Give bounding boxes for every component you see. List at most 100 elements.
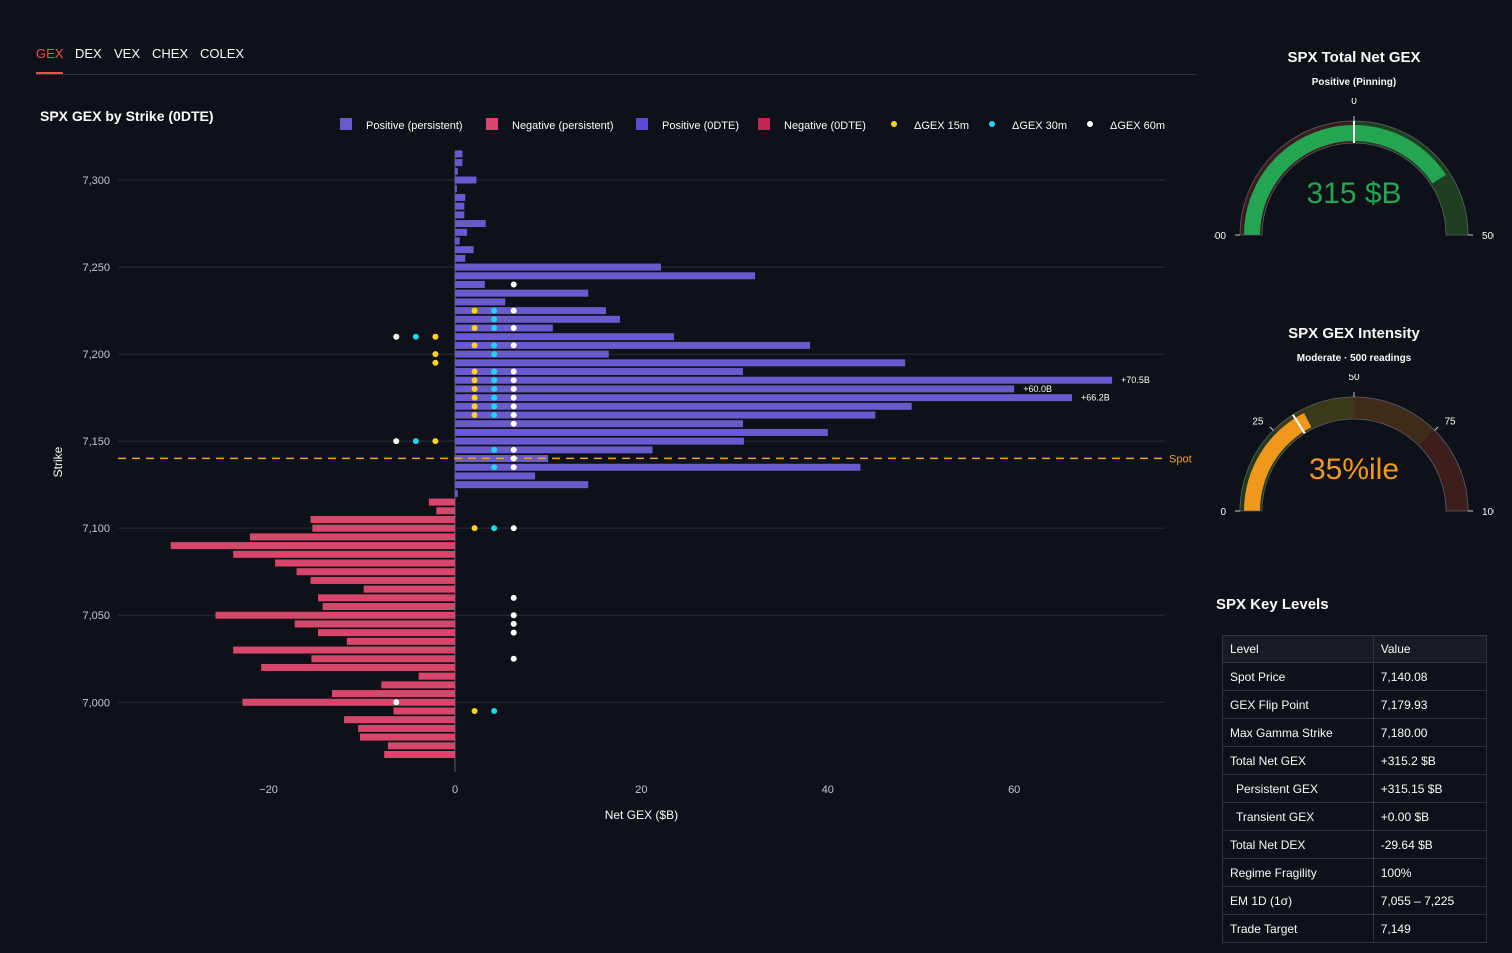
- level-value-cell: 7,179.93: [1372, 690, 1488, 719]
- delta-marker-60m: [393, 438, 400, 445]
- level-value-cell: 100%: [1372, 858, 1488, 887]
- delta-marker-60m: [510, 446, 517, 453]
- x-tick-label: −20: [259, 784, 278, 796]
- delta-marker-15m: [471, 403, 478, 410]
- level-name-cell: Spot Price: [1222, 662, 1374, 691]
- legend-dot: [989, 121, 995, 127]
- tab-chex[interactable]: CHEX: [152, 46, 189, 61]
- bar: [455, 359, 906, 367]
- legend-swatch: [758, 118, 770, 130]
- delta-marker-60m: [510, 403, 517, 410]
- bar: [455, 368, 743, 376]
- legend-label: ΔGEX 60m: [1110, 120, 1165, 132]
- bar: [296, 568, 455, 576]
- delta-marker-15m: [432, 351, 439, 358]
- delta-marker-15m: [471, 342, 478, 349]
- gauge-tick-label: 0: [1220, 507, 1226, 518]
- delta-marker-15m: [432, 438, 439, 445]
- bar: [455, 341, 811, 349]
- bar: [393, 707, 455, 715]
- delta-marker-30m: [491, 412, 498, 419]
- legend-dot: [1087, 121, 1093, 127]
- gauge-gex-intensity-subtitle: Moderate · 500 readings: [1296, 353, 1412, 364]
- level-value-cell: 7,055 – 7,225: [1372, 886, 1488, 915]
- level-name-cell: Trade Target: [1222, 914, 1374, 943]
- tab-dex[interactable]: DEX: [75, 46, 102, 61]
- bar: [455, 220, 486, 228]
- delta-marker-30m: [491, 307, 498, 314]
- table-row: EM 1D (1σ) 7,055 – 7,225: [1222, 886, 1488, 915]
- key-levels-title: SPX Key Levels: [1216, 596, 1329, 613]
- table-row: Spot Price 7,140.08: [1222, 662, 1488, 691]
- tab-vex[interactable]: VEX: [114, 46, 141, 61]
- delta-marker-60m: [510, 368, 517, 375]
- level-value-cell: 7,180.00: [1372, 718, 1488, 747]
- legend-label: ΔGEX 15m: [914, 120, 969, 132]
- delta-marker-60m: [510, 307, 517, 314]
- bar: [455, 333, 675, 341]
- gauge-band: [1354, 397, 1435, 446]
- gauge-tick: [1269, 426, 1274, 431]
- bar: [455, 176, 477, 184]
- tab-gex[interactable]: GEX: [36, 46, 64, 74]
- x-tick-label: 60: [1008, 784, 1020, 796]
- level-value-cell: -29.64 $B: [1372, 830, 1488, 859]
- delta-marker-15m: [432, 359, 439, 366]
- gauge-value-bar: [1244, 412, 1312, 511]
- bar: [455, 159, 463, 167]
- bar: [455, 411, 876, 419]
- delta-marker-15m: [471, 385, 478, 392]
- gauge-gex-intensity-title: SPX GEX Intensity: [1288, 325, 1420, 342]
- gauge-threshold: [1292, 414, 1306, 434]
- gauge-outline: [1239, 396, 1469, 512]
- gauge-total-net-gex-subtitle: Positive (Pinning): [1311, 77, 1397, 88]
- gauge-tick-label: −500: [1214, 231, 1226, 242]
- bar: [455, 472, 536, 480]
- bar: [455, 463, 861, 471]
- delta-marker-60m: [393, 699, 400, 706]
- level-value-cell: 7,140.08: [1372, 662, 1488, 691]
- delta-marker-30m: [491, 368, 498, 375]
- bar: [311, 655, 455, 663]
- gauge-tick-label: 500: [1482, 231, 1494, 242]
- y-tick-label: 7,050: [82, 610, 110, 622]
- delta-marker-60m: [510, 324, 517, 331]
- level-name-cell: Regime Fragility: [1222, 858, 1374, 887]
- delta-marker-60m: [510, 420, 517, 427]
- legend-item: Negative (persistent): [486, 118, 614, 132]
- gex-intensity-gauge: 0 25 50 75 100 35%ile: [1220, 374, 1494, 518]
- bar: [249, 533, 455, 541]
- delta-marker-30m: [491, 394, 498, 401]
- legend-swatch: [486, 118, 498, 130]
- bar: [322, 603, 455, 611]
- level-value-cell: 7,149: [1372, 914, 1488, 943]
- tab-colex[interactable]: COLEX: [200, 46, 245, 61]
- gauge-tick-label: 0: [1351, 98, 1357, 107]
- gauge-value-bar: [1244, 124, 1446, 235]
- delta-marker-15m: [471, 707, 478, 714]
- delta-marker-15m: [471, 377, 478, 384]
- y-tick-label: 7,000: [82, 697, 110, 709]
- bar: [242, 698, 455, 706]
- spot-label: Spot: [1169, 453, 1192, 465]
- column-header-value[interactable]: Value: [1372, 635, 1488, 663]
- bar: [455, 350, 609, 358]
- bar: [261, 663, 455, 671]
- column-header-level[interactable]: Level: [1222, 635, 1374, 663]
- gex-by-strike-chart[interactable]: SPX GEX by Strike (0DTE) Positive (persis…: [0, 90, 1200, 840]
- bar: [455, 324, 553, 332]
- bar: [170, 542, 456, 550]
- bar: [436, 507, 455, 515]
- delta-marker-30m: [491, 403, 498, 410]
- bar: [455, 263, 661, 271]
- delta-marker-60m: [510, 342, 517, 349]
- delta-marker-15m: [432, 333, 439, 340]
- bar: [455, 428, 828, 436]
- gauge-value: 315 $B: [1306, 177, 1401, 210]
- legend-item: ΔGEX 30m: [989, 120, 1067, 132]
- legend-item: Negative (0DTE): [758, 118, 866, 132]
- table-row: GEX Flip Point 7,179.93: [1222, 690, 1488, 719]
- bar: [455, 185, 457, 193]
- level-name-cell: Persistent GEX: [1222, 774, 1374, 803]
- bar: [455, 280, 485, 288]
